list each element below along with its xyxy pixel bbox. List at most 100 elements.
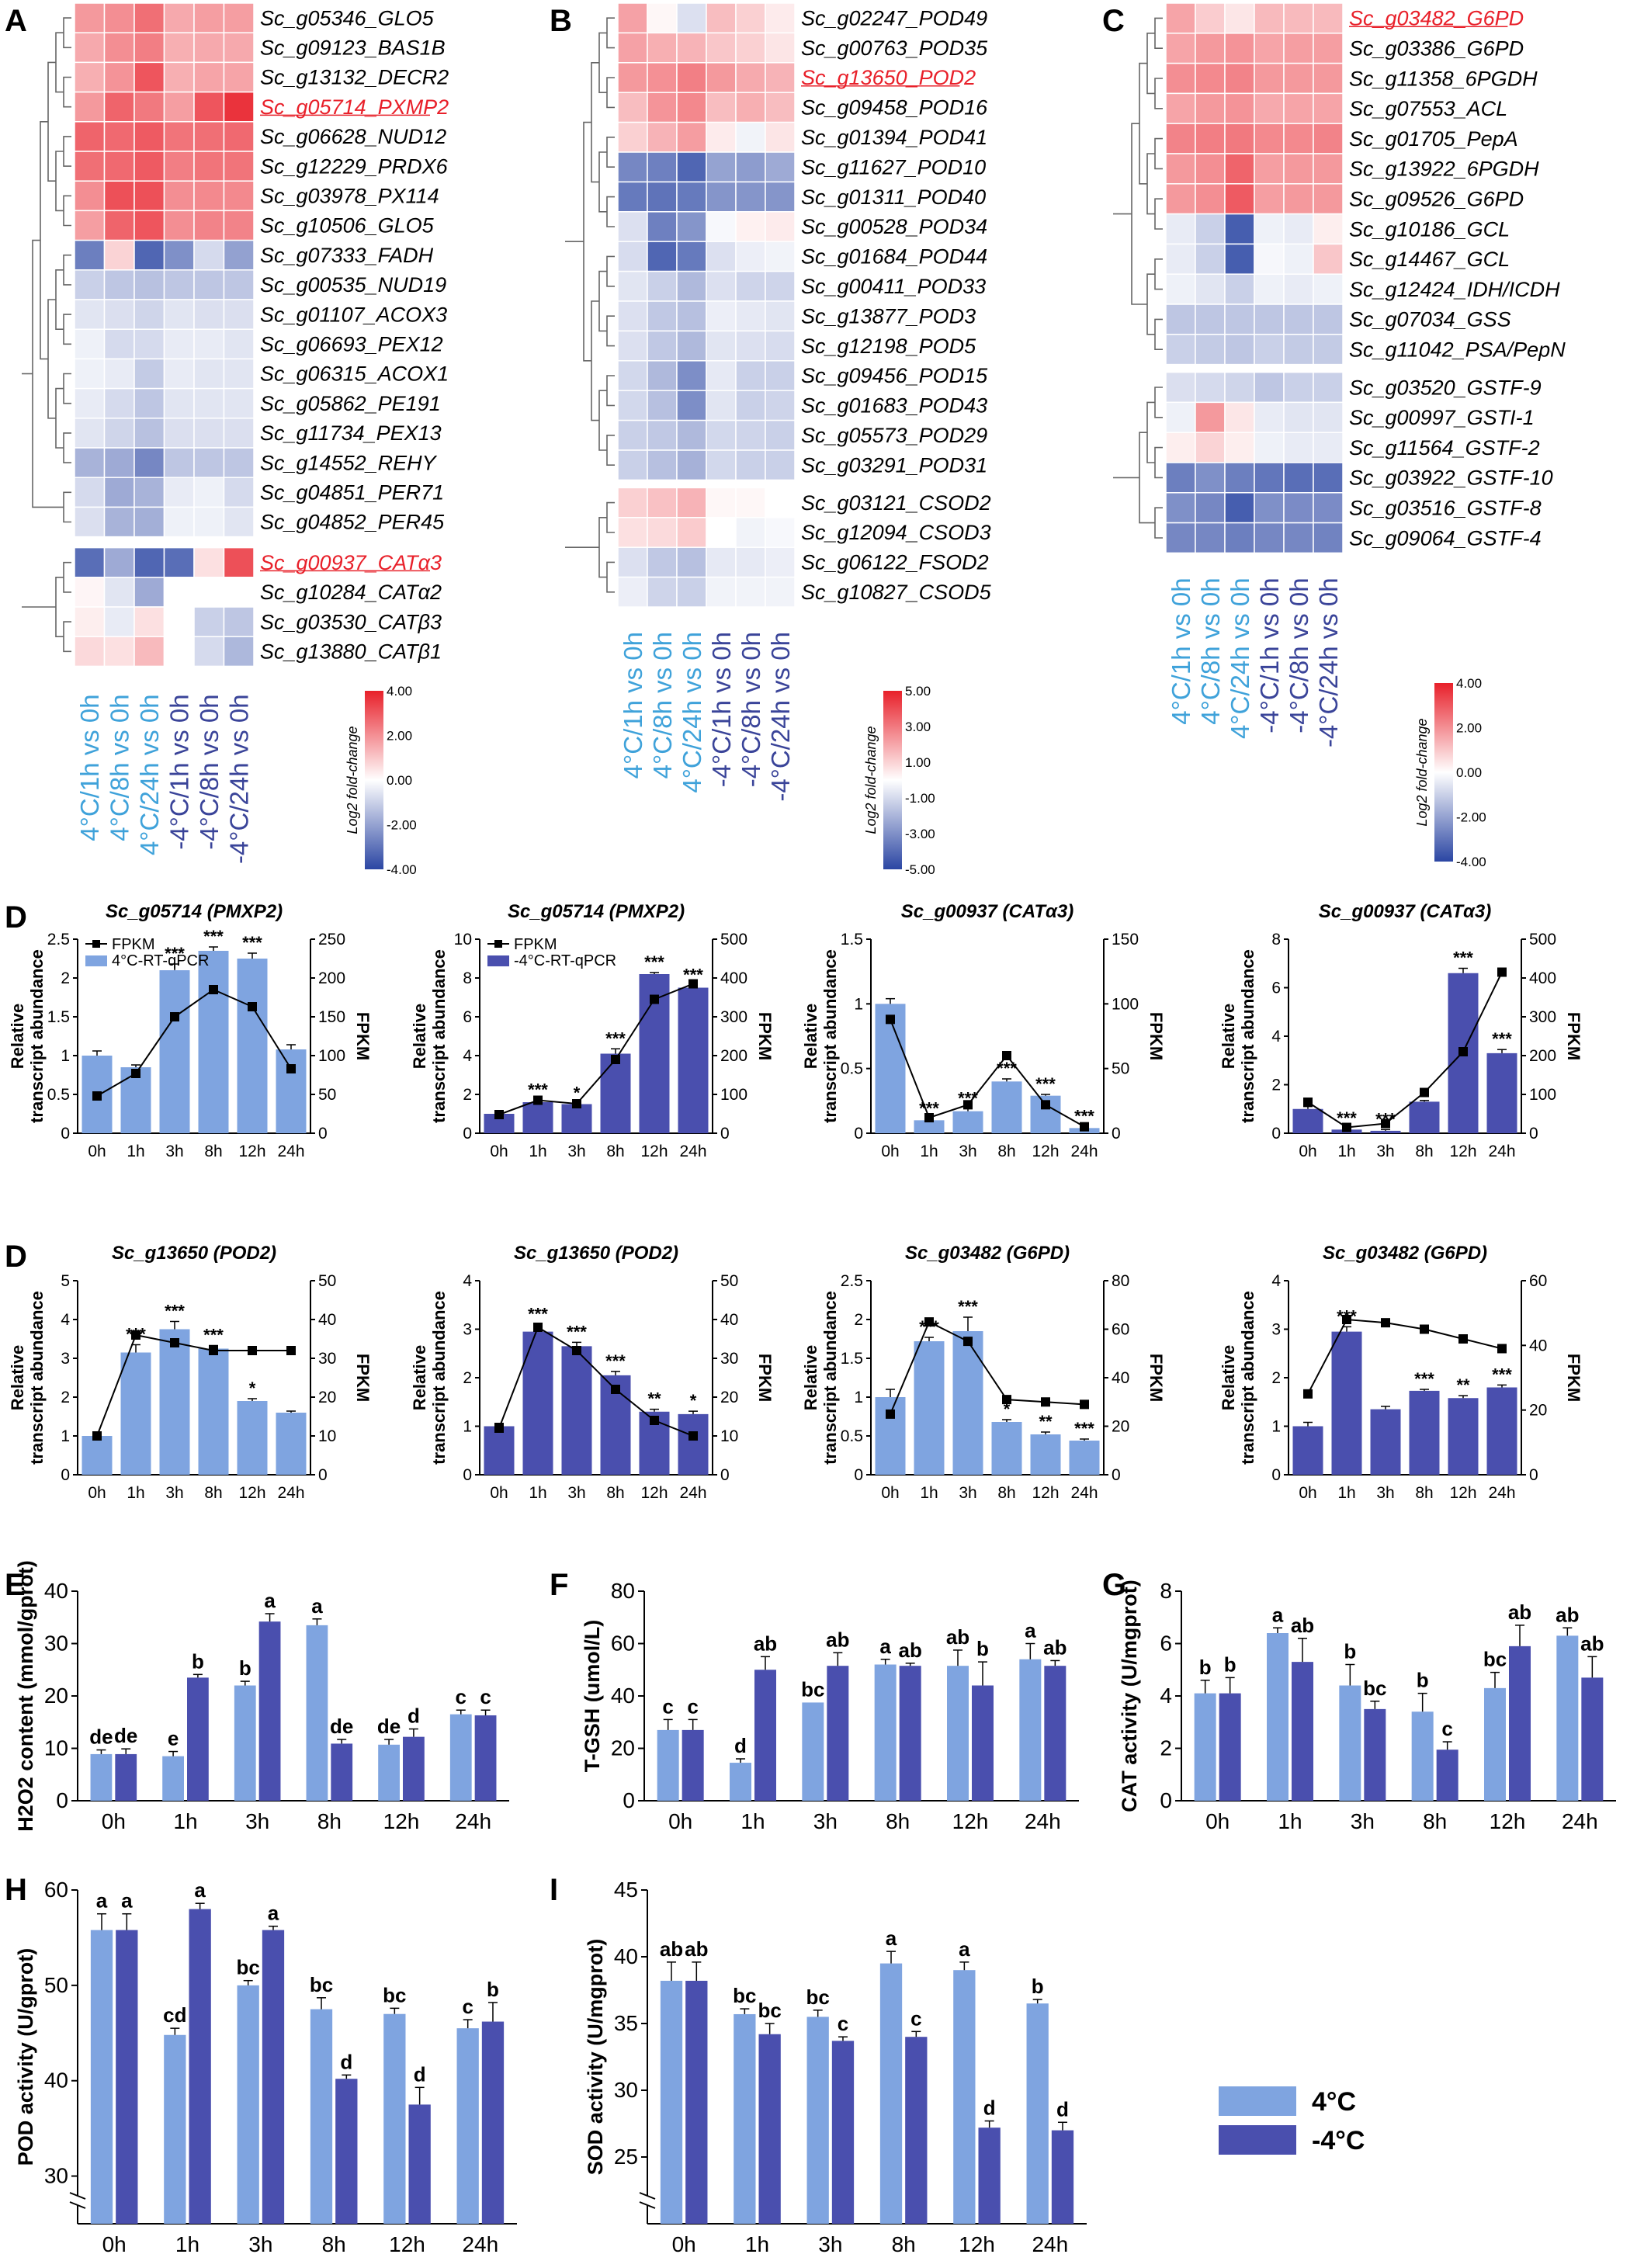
heatmap-cell: [617, 121, 648, 153]
heatmap-cell: [193, 299, 225, 330]
bar: [383, 2013, 406, 2224]
heatmap-cell: [1254, 243, 1285, 275]
heatmap-cell: [1313, 401, 1344, 433]
heatmap-cell: [1313, 123, 1344, 154]
heatmap-cell: [193, 358, 225, 390]
heatmap-cell: [765, 419, 796, 451]
heatmap-cell: [103, 636, 135, 668]
heatmap-cell: [1165, 432, 1196, 463]
fpkm-marker: [572, 1099, 581, 1108]
heatmap-cell: [647, 487, 678, 518]
heatmap-cell: [1254, 123, 1285, 154]
x-tick-label: 0h: [1205, 1809, 1230, 1833]
significance-letter: b: [1032, 1975, 1044, 1998]
y-axis-label: Relative: [1219, 1004, 1238, 1069]
significance-letter: ab: [1508, 1600, 1531, 1624]
y-tick-label: 4: [1271, 1028, 1281, 1046]
y-tick-label: 25: [614, 2145, 638, 2169]
gene-label: Sc_g00411_POD33: [801, 275, 986, 298]
heatmap-cell: [647, 32, 678, 64]
y2-tick-label: 500: [720, 931, 747, 948]
fpkm-marker: [1342, 1315, 1351, 1324]
heatmap-cell: [617, 517, 648, 548]
colorbar-title: Log2 fold-change: [1414, 718, 1430, 826]
bar: [991, 1081, 1022, 1133]
gene-label: Sc_g05346_GLO5: [260, 6, 435, 29]
gene-label: Sc_g12424_IDH/ICDH: [1349, 278, 1560, 301]
gene-label: Sc_g06628_NUD12: [260, 125, 446, 148]
heatmap-cell: [103, 210, 135, 241]
dendrogram-branch: [606, 255, 615, 287]
panel-label-I: I: [550, 1873, 558, 1907]
heatmap-cell: [223, 121, 255, 152]
dendrogram-branch: [1154, 198, 1163, 230]
x-tick-label: 12h: [640, 1484, 668, 1502]
heatmap-cell: [765, 517, 796, 548]
bar: [730, 1763, 751, 1801]
heatmap-cell: [134, 151, 165, 182]
y-tick-label: 3: [463, 1321, 472, 1339]
heatmap-cell: [223, 2, 255, 33]
heatmap-cell: [1195, 462, 1226, 494]
heatmap-cell: [735, 330, 766, 362]
x-tick-label: 24h: [1562, 1809, 1598, 1833]
gene-label: Sc_g01394_POD41: [801, 126, 987, 149]
gene-label: Sc_g11358_6PGDH: [1349, 67, 1538, 90]
heatmap-cell: [617, 270, 648, 302]
heatmap-cell: [1224, 522, 1255, 554]
heatmap-cell: [74, 2, 106, 33]
y2-tick-label: 20: [1112, 1418, 1129, 1436]
heatmap-cell: [1254, 522, 1285, 554]
x-tick-label: 24h: [1032, 2232, 1068, 2256]
fpkm-marker: [92, 1091, 102, 1101]
y2-tick-label: 100: [1529, 1086, 1556, 1104]
condition-label: -4°C/1h vs 0h: [165, 694, 194, 849]
heatmap-cell: [223, 269, 255, 300]
y-axis-label: Relative: [1219, 1345, 1238, 1410]
significance-letter: c: [910, 2006, 921, 2030]
heatmap-cell: [1165, 62, 1196, 95]
legend-swatch: [85, 955, 107, 966]
heatmap-cell: [1283, 522, 1314, 554]
bar: [1331, 1331, 1362, 1475]
bar: [1436, 1750, 1458, 1801]
heatmap-cell: [74, 32, 106, 64]
y-tick-label: 20: [44, 1684, 68, 1708]
bar: [754, 1670, 776, 1801]
bar: [1581, 1677, 1604, 1801]
fpkm-marker: [170, 1012, 179, 1021]
x-tick-label: 12h: [1032, 1143, 1059, 1160]
x-tick-label: 12h: [959, 2232, 995, 2256]
gene-label: Sc_g10506_GLO5: [260, 214, 435, 238]
x-tick-label: 8h: [322, 2232, 346, 2256]
heatmap-cell: [1313, 522, 1344, 554]
bar: [1448, 1398, 1479, 1475]
heatmap-cell: [1165, 33, 1196, 64]
y2-tick-label: 150: [1112, 931, 1139, 948]
heatmap-cell: [134, 239, 165, 271]
y-axis-label: Relative: [8, 1345, 27, 1410]
x-tick-label: 0h: [88, 1143, 106, 1160]
y-axis-label: transcript abundance: [820, 949, 840, 1123]
significance-letter: d: [340, 2050, 352, 2073]
heatmap-cell: [617, 151, 648, 183]
dendrogram-branch: [63, 373, 71, 404]
bar: [262, 1930, 285, 2224]
bar: [403, 1736, 425, 1801]
heatmap-cell: [617, 487, 648, 518]
fpkm-marker: [92, 1431, 102, 1441]
y2-tick-label: 0: [720, 1466, 730, 1484]
heatmap-cell: [223, 61, 255, 93]
significance: ***: [528, 1304, 548, 1323]
x-tick-label: 1h: [740, 1809, 765, 1833]
x-tick-label: 3h: [567, 1143, 585, 1160]
heatmap-cell: [163, 32, 195, 64]
heatmap-cell: [706, 546, 737, 578]
colorbar-tick: 4.00: [1456, 676, 1482, 691]
heatmap-cell: [193, 387, 225, 419]
heatmap-cell: [647, 449, 678, 481]
y2-tick-label: 200: [1529, 1047, 1556, 1065]
heatmap-cell: [74, 328, 106, 360]
heatmap-cell: [1195, 213, 1226, 245]
y2-tick-label: 40: [1112, 1369, 1129, 1387]
